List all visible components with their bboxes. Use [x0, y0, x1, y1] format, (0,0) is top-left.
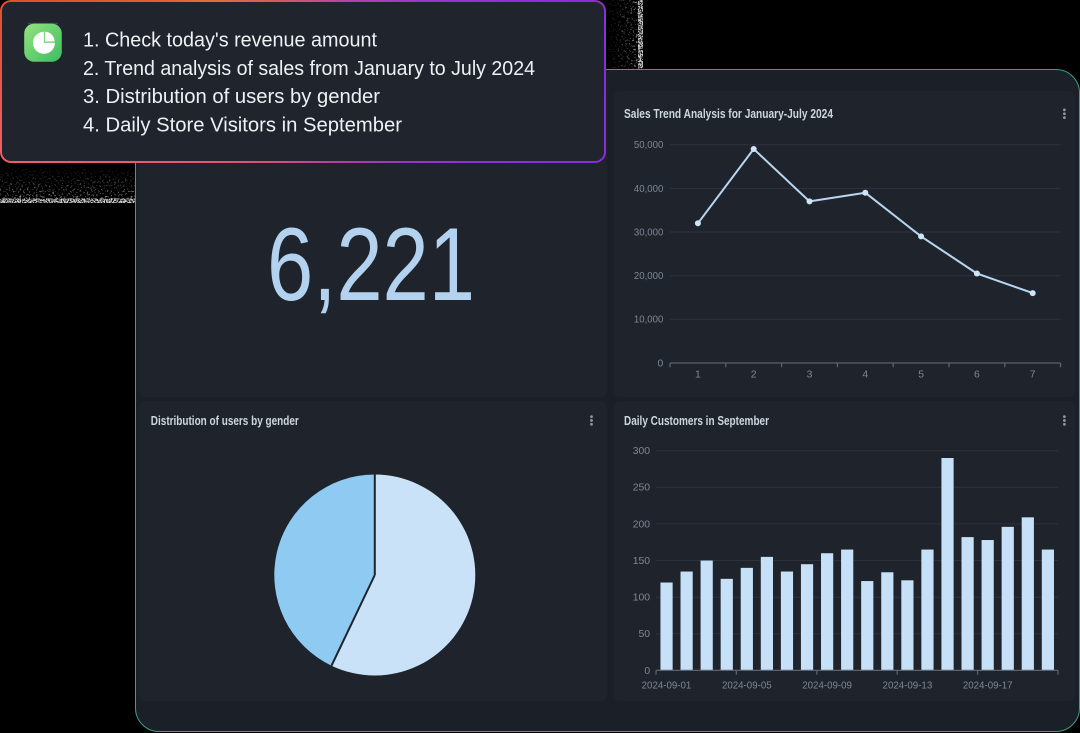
svg-text:50: 50: [639, 629, 651, 640]
svg-text:Distribution of users by gende: Distribution of users by gender: [151, 413, 299, 428]
svg-text:5: 5: [918, 369, 924, 380]
svg-text:2024-09-09: 2024-09-09: [802, 680, 852, 691]
svg-text:2024-09-05: 2024-09-05: [722, 680, 772, 691]
svg-text:4. Daily Store Visitors in Sep: 4. Daily Store Visitors in September: [83, 115, 402, 137]
svg-text:2024-09-13: 2024-09-13: [883, 680, 933, 691]
svg-text:7: 7: [1030, 369, 1036, 380]
svg-text:2. Trend analysis of sales fro: 2. Trend analysis of sales from January …: [83, 58, 535, 80]
svg-text:300: 300: [633, 446, 651, 457]
svg-text:6: 6: [974, 369, 980, 380]
svg-text:4: 4: [862, 369, 868, 380]
svg-text:150: 150: [633, 556, 651, 567]
svg-text:40,000: 40,000: [634, 184, 664, 195]
svg-text:20,000: 20,000: [634, 271, 664, 282]
svg-text:1. Check today's revenue amoun: 1. Check today's revenue amount: [83, 29, 377, 51]
svg-text:Daily Customers in September: Daily Customers in September: [624, 413, 769, 428]
svg-text:2024-09-17: 2024-09-17: [963, 680, 1013, 691]
svg-text:0: 0: [658, 358, 664, 369]
svg-text:1: 1: [695, 369, 701, 380]
svg-text:10,000: 10,000: [634, 315, 664, 326]
svg-text:50,000: 50,000: [634, 140, 664, 151]
svg-text:3. Distribution of users by ge: 3. Distribution of users by gender: [83, 86, 380, 108]
svg-text:0: 0: [644, 666, 650, 677]
svg-text:2024-09-01: 2024-09-01: [642, 680, 692, 691]
svg-text:Sales Trend Analysis for Janua: Sales Trend Analysis for January-July 20…: [624, 106, 834, 121]
svg-text:6,221: 6,221: [267, 207, 475, 323]
svg-text:2: 2: [751, 369, 757, 380]
svg-text:100: 100: [633, 593, 651, 604]
svg-text:250: 250: [633, 483, 651, 494]
svg-text:200: 200: [633, 519, 651, 530]
svg-text:3: 3: [807, 369, 813, 380]
svg-text:30,000: 30,000: [634, 227, 664, 238]
